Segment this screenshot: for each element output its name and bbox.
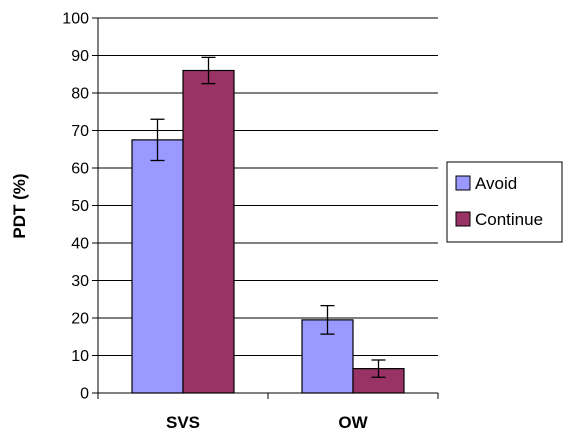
legend-swatch-continue <box>455 211 471 227</box>
y-tick-label: 40 <box>71 236 89 253</box>
y-tick-label: 50 <box>71 198 89 215</box>
y-tick-label: 80 <box>71 86 89 103</box>
axis-labels: 0 10 20 30 40 50 60 70 80 90 100 SVS OW <box>62 11 368 433</box>
legend-box <box>446 161 563 243</box>
y-tick-label: 30 <box>71 273 89 290</box>
y-tick-label: 70 <box>71 123 89 140</box>
y-tick-label: 100 <box>62 11 89 28</box>
bar-avoid-svs <box>131 139 184 394</box>
bars <box>131 69 405 394</box>
error-bars <box>150 56 386 378</box>
legend: Avoid Continue <box>446 161 563 243</box>
y-tick-label: 10 <box>71 348 89 365</box>
legend-label-continue: Continue <box>475 210 543 229</box>
y-tick-label: 60 <box>71 161 89 178</box>
y-tick-label: 0 <box>80 386 89 403</box>
legend-label-avoid: Avoid <box>475 174 517 193</box>
y-tick-label: 90 <box>71 48 89 65</box>
legend-swatch-avoid <box>455 175 471 191</box>
y-tick-label: 20 <box>71 311 89 328</box>
bar-continue-svs <box>182 69 235 394</box>
category-label: OW <box>338 413 368 432</box>
y-axis-title: PDT (%) <box>10 173 29 238</box>
category-label: SVS <box>166 413 200 432</box>
